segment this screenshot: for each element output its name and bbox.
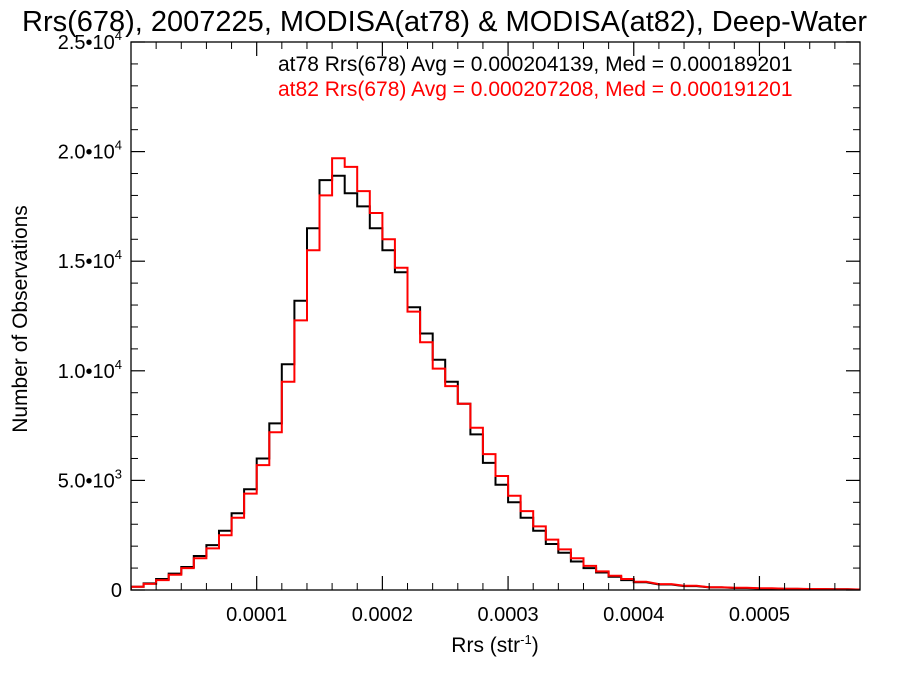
y-tick-label: 2.5•104	[58, 28, 122, 54]
y-tick-label: 5.0•103	[58, 466, 122, 492]
annotation-at78: at78 Rrs(678) Avg = 0.000204139, Med = 0…	[278, 53, 793, 76]
x-tick-label: 0.0003	[477, 604, 538, 626]
axes-frame	[130, 41, 861, 591]
y-tick-label: 2.0•104	[58, 138, 122, 164]
y-tick-label: 1.0•104	[58, 357, 122, 383]
x-tick-label: 0.0001	[226, 604, 287, 626]
x-axis-label-close: )	[532, 634, 539, 657]
plot-area: 0.0001 0.0002 0.0003 0.0004 0.0005 0 5.0•103 1.…	[58, 28, 861, 626]
x-tick-label: 0.0005	[729, 604, 790, 626]
annotations: at78 Rrs(678) Avg = 0.000204139, Med = 0…	[278, 53, 793, 101]
y-tick-label: 0	[111, 580, 122, 602]
histogram-series-at78	[131, 174, 860, 590]
chart-title: Rrs(678), 2007225, MODISA(at78) & MODISA…	[22, 6, 867, 38]
x-axis-label: Rrs (str-1)	[451, 632, 538, 657]
x-tick-label: 0.0004	[603, 604, 664, 626]
annotation-at82: at82 Rrs(678) Avg = 0.000207208, Med = 0…	[278, 78, 793, 101]
histogram-series-at82	[131, 157, 860, 590]
y-axis-label: Number of Observations	[9, 205, 32, 433]
x-tick-label: 0.0002	[352, 604, 413, 626]
x-axis-label-main: Rrs (str	[451, 634, 520, 657]
x-axis-label-sup: -1	[520, 632, 532, 647]
y-tick-label: 1.5•104	[58, 247, 122, 273]
